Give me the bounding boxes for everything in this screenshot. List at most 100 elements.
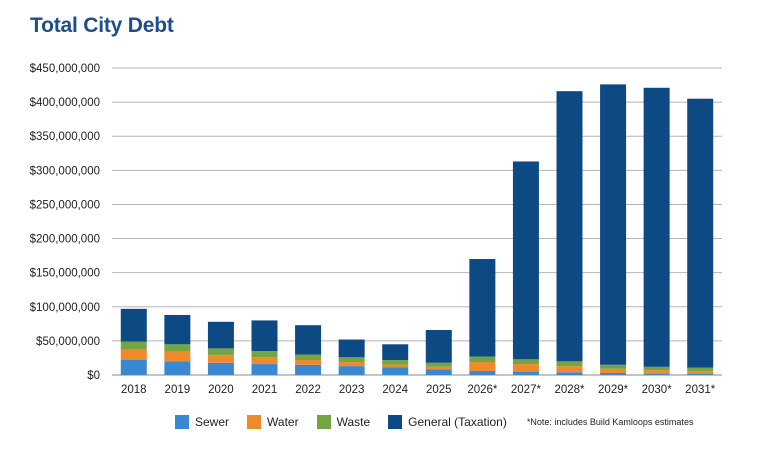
bar-segment: [251, 357, 278, 365]
y-axis-labels: $0 $50,000,000 $100,000,000 $150,000,000 $20…: [30, 63, 100, 382]
bar-segment: [295, 354, 322, 360]
bar-segment: [643, 370, 670, 374]
x-tick-label: 2028*: [554, 384, 585, 396]
bar-segment: [556, 372, 583, 375]
bar-segment: [207, 348, 234, 356]
x-tick-label: 2020: [208, 384, 234, 396]
x-tick-label: 2027*: [511, 384, 542, 396]
bar-segment: [164, 314, 191, 345]
bar-segment: [600, 84, 627, 365]
bar-segment: [643, 373, 670, 375]
bar-stack: [643, 87, 670, 375]
bar-segment: [120, 349, 147, 360]
legend-label-sewer: Sewer: [195, 415, 230, 429]
x-axis-labels: 2018 2019 2020 2021 2022 2023 2024 2025 2026* 202…: [121, 384, 716, 396]
stacked-bar-chart: $0 $50,000,000 $100,000,000 $150,000,000 $20…: [30, 63, 722, 396]
bar-segment: [600, 372, 627, 375]
bar-stack: [120, 308, 147, 375]
x-tick-label: 2031*: [685, 384, 716, 396]
x-tick-label: 2024: [382, 384, 408, 396]
bar-segment: [425, 362, 452, 367]
bar-stack: [600, 84, 627, 375]
bar-segment: [164, 344, 191, 352]
bar-stack: [469, 259, 496, 375]
bar-segment: [556, 91, 583, 362]
bar-segment: [556, 361, 583, 367]
bar-segment: [295, 364, 322, 375]
bar-segment: [207, 355, 234, 363]
bar-segment: [643, 87, 670, 367]
legend-swatch-waste: [316, 415, 331, 429]
bar-segment: [164, 361, 191, 375]
bar-segment: [207, 362, 234, 375]
bar-segment: [120, 308, 147, 342]
bar-segment: [687, 367, 714, 371]
bar-stack: [687, 98, 714, 375]
y-tick-label: $300,000,000: [30, 165, 100, 177]
y-tick-label: $450,000,000: [30, 63, 100, 75]
bar-segment: [469, 259, 496, 357]
bar-segment: [251, 364, 278, 375]
legend-swatch-water: [247, 415, 262, 429]
y-tick-label: $200,000,000: [30, 234, 100, 246]
bar-segment: [425, 366, 452, 370]
bar-segment: [164, 351, 191, 362]
bar-segment: [295, 359, 322, 365]
bar-segment: [600, 368, 627, 373]
bar-segment: [382, 344, 409, 360]
legend-swatch-sewer: [175, 415, 189, 429]
bar-stack: [425, 329, 452, 375]
x-tick-label: 2026*: [467, 384, 498, 396]
chart-note: *Note: includes Build Kamloops estimates: [526, 417, 694, 427]
legend-label-water: Water: [267, 415, 299, 429]
bar-segment: [469, 362, 496, 371]
bar-segment: [687, 98, 714, 368]
bar-segment: [338, 362, 365, 367]
x-tick-label: 2025: [426, 384, 452, 396]
legend-item-general: General (Taxation): [388, 415, 507, 429]
bar-stack: [556, 91, 583, 375]
chart-title: Total City Debt: [30, 14, 174, 37]
legend-item-sewer: Sewer: [175, 415, 229, 429]
bar-segment: [295, 325, 322, 355]
y-tick-label: $0: [87, 370, 100, 382]
x-tick-label: 2030*: [642, 384, 673, 396]
bar-stack: [382, 344, 409, 375]
bar-segment: [382, 367, 409, 375]
bar-segment: [120, 341, 147, 350]
legend-label-waste: Waste: [336, 415, 371, 429]
legend-item-waste: Waste: [316, 415, 371, 429]
bar-stack: [512, 161, 539, 375]
bar-stack: [207, 321, 234, 375]
bar-segment: [382, 364, 409, 368]
bar-segment: [556, 366, 583, 373]
bar-segment: [600, 364, 627, 369]
bar-segment: [469, 370, 496, 375]
y-tick-label: $100,000,000: [30, 302, 100, 314]
x-tick-label: 2019: [165, 384, 191, 396]
legend: Sewer Water Waste General (Taxation) *No…: [175, 415, 693, 429]
bar-segment: [512, 161, 539, 360]
x-tick-label: 2029*: [598, 384, 629, 396]
x-tick-label: 2021: [252, 384, 278, 396]
bar-segment: [120, 359, 147, 375]
bar-segment: [469, 356, 496, 363]
bar-segment: [512, 364, 539, 372]
bar-segment: [687, 370, 714, 374]
bar-segment: [251, 320, 278, 352]
bar-segment: [338, 357, 365, 363]
x-tick-label: 2022: [295, 384, 321, 396]
bar-segment: [251, 351, 278, 358]
bar-segment: [382, 359, 409, 365]
legend-swatch-general: [388, 415, 403, 429]
bar-segment: [643, 366, 670, 371]
bar-stack: [164, 314, 191, 375]
x-tick-label: 2018: [121, 384, 147, 396]
bar-stack: [338, 339, 365, 375]
grid-lines: [112, 67, 722, 376]
bar-segment: [338, 339, 365, 358]
bar-segment: [512, 371, 539, 375]
y-tick-label: $250,000,000: [30, 199, 100, 211]
bar-stack: [251, 320, 278, 375]
bar-segment: [425, 329, 452, 363]
